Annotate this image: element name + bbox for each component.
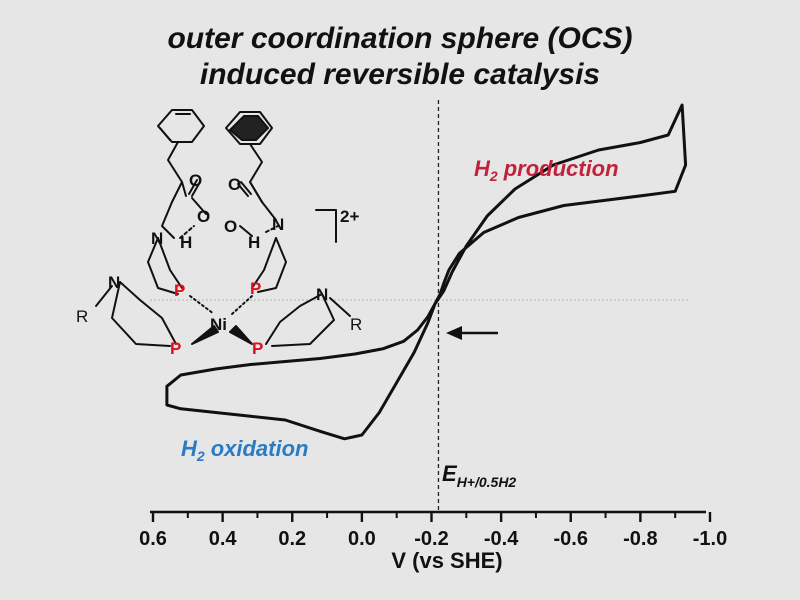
atom-Ni: Ni	[210, 315, 227, 334]
atom-N1: N	[151, 229, 163, 248]
atom-H2: H	[248, 233, 260, 252]
atom-R2: R	[350, 315, 362, 334]
x-tick-label: 0.0	[348, 528, 376, 550]
h2-production-prefix: H	[474, 156, 491, 181]
atom-P1: P	[174, 281, 185, 300]
reference-potential-label: EH+/0.5H2	[442, 461, 516, 490]
charge-label: 2+	[340, 207, 359, 226]
structure-atom-labels: O O N H O O H N 2+ N N P P P P Ni R R	[76, 171, 362, 358]
atom-P4: P	[252, 339, 263, 358]
atom-N4: N	[316, 285, 328, 304]
atom-H1: H	[180, 233, 192, 252]
arrow-left-icon	[446, 326, 498, 340]
x-tick-label: 0.2	[278, 528, 306, 550]
atom-P3: P	[170, 339, 181, 358]
atom-P2: P	[250, 279, 261, 298]
atom-N2: N	[272, 215, 284, 234]
cyclic-voltammogram	[165, 103, 688, 441]
atom-O3: O	[228, 175, 241, 194]
x-tick-label: -0.2	[414, 528, 448, 550]
h2-oxidation-prefix: H	[181, 436, 198, 461]
x-axis-ticks: 0.6 0.4 0.2 0.0 -0.2 -0.4 -0.6 -0.8 -1.0	[139, 512, 727, 550]
x-tick-label: -1.0	[693, 528, 727, 550]
h2-production-subscript: 2	[489, 168, 498, 184]
atom-N3: N	[108, 273, 120, 292]
atom-O1: O	[189, 171, 202, 190]
h2-production-text: production	[503, 156, 619, 181]
h2-oxidation-text: oxidation	[211, 436, 309, 461]
right-phenyl-ring	[225, 111, 273, 145]
title-line-2: induced reversible catalysis	[199, 58, 601, 91]
x-tick-label: -0.6	[554, 528, 588, 550]
title-line-1: outer coordination sphere (OCS)	[167, 22, 633, 55]
x-tick-label: -0.4	[484, 528, 519, 550]
x-tick-label: 0.6	[139, 528, 167, 550]
atom-O4: O	[224, 217, 237, 236]
left-phenyl-ring	[157, 109, 205, 143]
reference-symbol: E	[442, 461, 458, 486]
h2-oxidation-label: H2 oxidation	[181, 436, 308, 464]
atom-R1: R	[76, 307, 88, 326]
x-axis-label: V (vs SHE)	[391, 548, 502, 573]
x-tick-label: -0.8	[623, 528, 657, 550]
ni-complex-structure	[95, 109, 351, 347]
reference-subscript: H+/0.5H2	[457, 474, 517, 490]
x-tick-label: 0.4	[209, 528, 238, 550]
h2-production-label: H2 production	[474, 156, 619, 184]
h2-oxidation-subscript: 2	[196, 448, 205, 464]
atom-O2: O	[197, 207, 210, 226]
